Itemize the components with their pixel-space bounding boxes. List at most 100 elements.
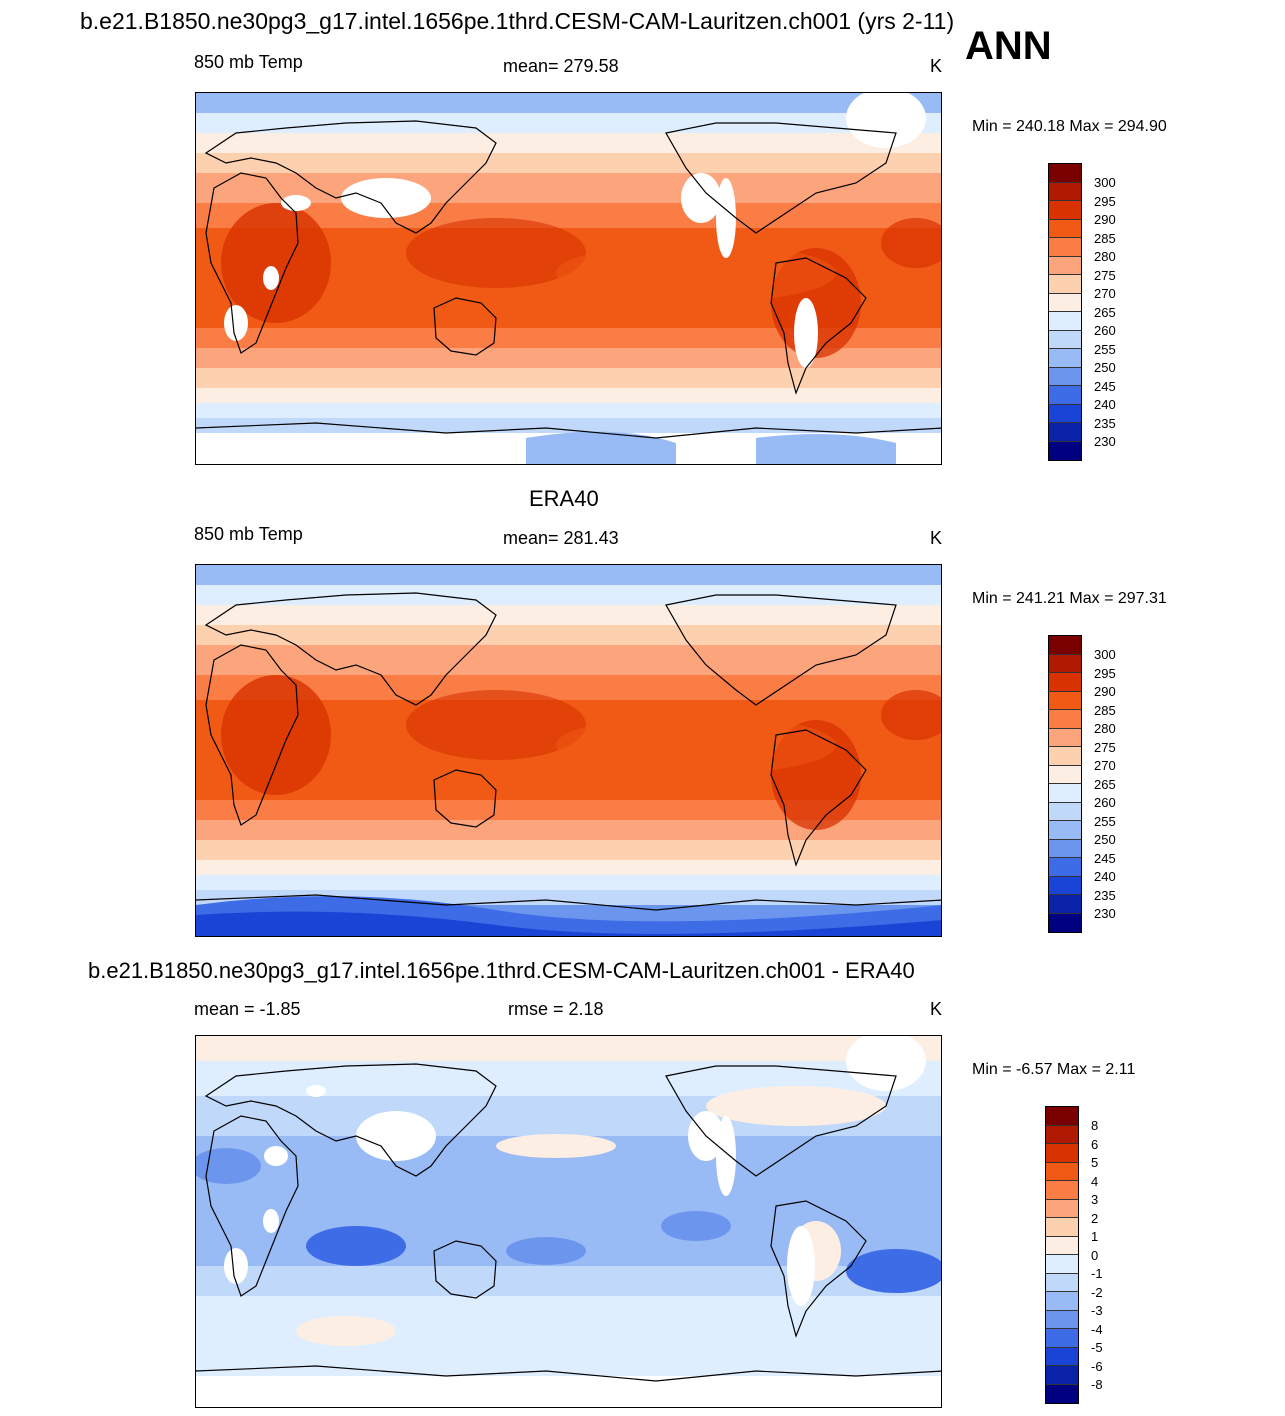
panel1-units-label: K [930,56,943,76]
panel3-units-label: K [930,999,943,1019]
colorbar-tick-label: 280 [1094,249,1116,264]
colorbar-segment [1049,238,1081,257]
panel3-map [195,1035,942,1408]
colorbar-segment [1049,423,1081,442]
panel3-title: b.e21.B1850.ne30pg3_g17.intel.1656pe.1th… [88,958,915,983]
colorbar-segment [1046,1236,1078,1255]
colorbar-tick-label: -3 [1091,1303,1103,1318]
colorbar-segment [1049,839,1081,858]
colorbar-segment [1046,1255,1078,1274]
panel3-minmax-label: Min = -6.57 Max = 2.11 [972,1061,1136,1078]
figure-title: b.e21.B1850.ne30pg3_g17.intel.1656pe.1th… [80,8,955,34]
colorbar-segment [1049,404,1081,423]
colorbar-tick-label: 6 [1091,1136,1099,1152]
colorbar-tick-label: 240 [1094,397,1116,412]
colorbar-tick-label: 300 [1094,175,1116,190]
panel1-colorbar [1048,163,1082,461]
colorbar-segment [1049,293,1081,312]
colorbar-tick-label: 3 [1091,1192,1099,1207]
colorbar-segment [1049,256,1081,275]
colorbar-tick-label: 2 [1091,1210,1099,1226]
panel2-variable-label: 850 mb Temp [194,524,303,544]
colorbar-tick-label: 290 [1094,212,1116,227]
colorbar-segment [1049,330,1081,349]
panel3-colorbar [1045,1106,1079,1404]
colorbar-tick-label: 260 [1094,323,1116,338]
colorbar-segment [1046,1107,1078,1126]
colorbar-tick-label: -6 [1091,1358,1103,1374]
panel3-mean-label: mean = -1.85 [194,999,301,1019]
season-label: ANN [965,24,1052,68]
colorbar-tick-label: -5 [1091,1340,1103,1355]
colorbar-segment [1049,349,1081,368]
colorbar-tick-label: 275 [1094,739,1116,755]
colorbar-tick-label: 235 [1094,887,1116,903]
colorbar-segment [1049,275,1081,294]
panel3-rmse-label: rmse = 2.18 [508,999,604,1019]
colorbar-segment [1046,1347,1078,1366]
colorbar-tick-label: 250 [1094,832,1116,847]
colorbar-segment [1046,1125,1078,1144]
colorbar-tick-label: 295 [1094,193,1116,209]
colorbar-segment [1049,821,1081,840]
colorbar-tick-label: 235 [1094,415,1116,431]
colorbar-segment [1049,636,1081,655]
colorbar-tick-label: 265 [1094,776,1116,792]
colorbar-segment [1049,441,1081,460]
colorbar-tick-label: 245 [1094,850,1116,866]
colorbar-tick-label: 295 [1094,665,1116,681]
colorbar-segment [1049,164,1081,183]
colorbar-tick-label: 260 [1094,795,1116,810]
colorbar-tick-label: -8 [1091,1377,1103,1392]
colorbar-tick-label: 285 [1094,702,1116,718]
colorbar-segment [1046,1144,1078,1163]
panel3-map-svg [196,1036,941,1407]
panel1-mean-label: mean= 279.58 [503,56,619,76]
colorbar-tick-label: -2 [1091,1284,1103,1300]
colorbar-segment [1046,1384,1078,1403]
colorbar-segment [1046,1292,1078,1311]
panel2-minmax-label: Min = 241.21 Max = 297.31 [972,590,1167,607]
colorbar-segment [1049,219,1081,238]
colorbar-segment [1049,728,1081,747]
colorbar-tick-label: 265 [1094,304,1116,320]
colorbar-tick-label: 285 [1094,230,1116,246]
panel1-minmax-label: Min = 240.18 Max = 294.90 [972,118,1167,135]
panel2-units-label: K [930,528,943,548]
colorbar-tick-label: 4 [1091,1173,1099,1189]
colorbar-segment [1049,201,1081,220]
colorbar-segment [1046,1329,1078,1348]
colorbar-tick-label: 245 [1094,378,1116,394]
colorbar-segment [1046,1310,1078,1329]
colorbar-segment [1049,802,1081,821]
colorbar-segment [1049,765,1081,784]
colorbar-tick-label: 250 [1094,360,1116,375]
colorbar-segment [1049,747,1081,766]
colorbar-segment [1049,367,1081,386]
panel1-variable-label: 850 mb Temp [194,52,303,72]
colorbar-segment [1049,691,1081,710]
colorbar-segment [1046,1366,1078,1385]
panel1-map [195,92,942,465]
colorbar-segment [1049,673,1081,692]
panel2-mean-label: mean= 281.43 [503,528,619,548]
colorbar-segment [1046,1181,1078,1200]
colorbar-tick-label: 0 [1091,1247,1099,1263]
colorbar-segment [1046,1218,1078,1237]
colorbar-segment [1049,895,1081,914]
colorbar-segment [1049,784,1081,803]
colorbar-segment [1049,386,1081,405]
colorbar-tick-label: 280 [1094,721,1116,736]
colorbar-segment [1046,1162,1078,1181]
panel2-map [195,564,942,937]
colorbar-tick-label: 8 [1091,1118,1099,1133]
colorbar-tick-label: 275 [1094,267,1116,283]
colorbar-tick-label: 270 [1094,758,1116,773]
colorbar-segment [1046,1273,1078,1292]
colorbar-tick-label: 240 [1094,869,1116,884]
colorbar-tick-label: -1 [1091,1266,1103,1281]
colorbar-segment [1049,312,1081,331]
colorbar-tick-label: 270 [1094,286,1116,301]
colorbar-segment [1049,858,1081,877]
panel2-map-svg [196,565,941,936]
